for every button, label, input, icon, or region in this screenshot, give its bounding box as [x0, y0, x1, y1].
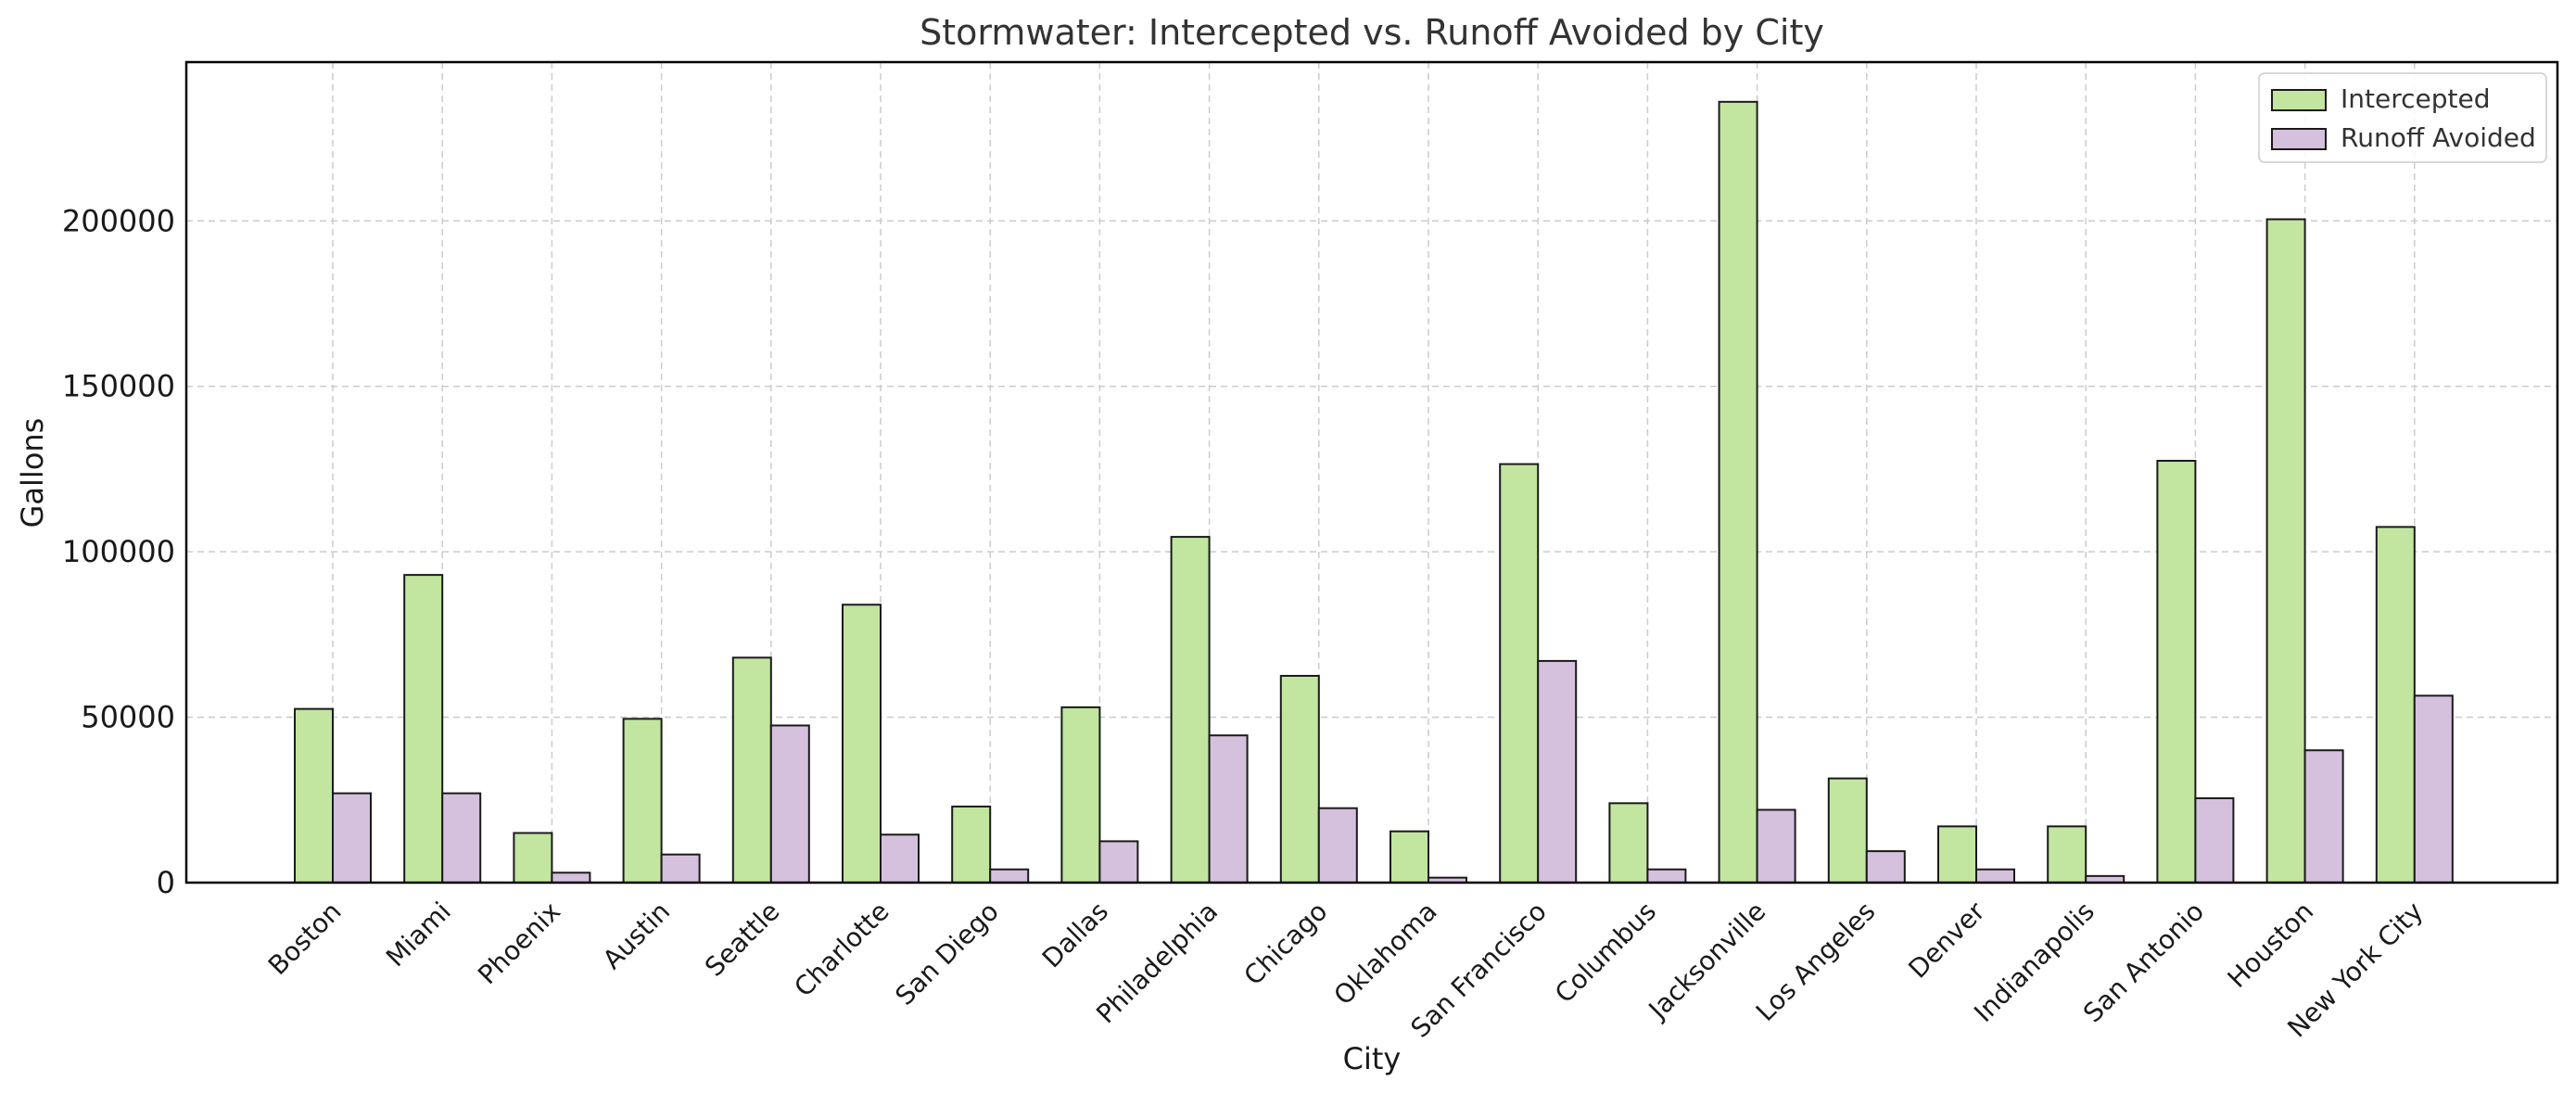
y-axis-label: Gallons: [15, 418, 50, 528]
y-tick-label: 150000: [62, 369, 175, 404]
legend-swatch: [2271, 128, 2327, 150]
bar-runoff-avoided: [1537, 659, 1578, 884]
bar-intercepted: [2156, 460, 2197, 884]
bar-intercepted: [1608, 802, 1649, 884]
bar-intercepted: [1937, 825, 1977, 884]
bar-intercepted: [622, 718, 663, 884]
y-tick-label: 100000: [62, 534, 175, 569]
bar-runoff-avoided: [2194, 797, 2235, 884]
bar-runoff-avoided: [551, 871, 591, 884]
x-axis-label: City: [1343, 1041, 1402, 1076]
plot-frame: [184, 60, 2559, 884]
bar-runoff-avoided: [1317, 807, 1358, 884]
bars: [294, 100, 2454, 884]
chart-title: Stormwater: Intercepted vs. Runoff Avoid…: [920, 12, 1824, 53]
bar-intercepted: [2375, 526, 2416, 884]
legend: Intercepted Runoff Avoided: [2258, 72, 2547, 163]
bar-intercepted: [1499, 463, 1540, 884]
bar-runoff-avoided: [2303, 749, 2344, 884]
y-tick-label: 0: [157, 865, 175, 900]
legend-label: Intercepted: [2341, 83, 2490, 114]
bar-runoff-avoided: [989, 868, 1030, 884]
bar-intercepted: [1718, 100, 1758, 884]
bar-intercepted: [951, 805, 992, 884]
legend-label: Runoff Avoided: [2341, 122, 2536, 153]
bar-runoff-avoided: [332, 792, 372, 884]
bar-intercepted: [842, 604, 882, 884]
bar-intercepted: [1827, 777, 1868, 884]
bar-intercepted: [1060, 706, 1101, 884]
bar-runoff-avoided: [441, 792, 482, 884]
bar-runoff-avoided: [660, 853, 701, 884]
bar-runoff-avoided: [769, 724, 810, 884]
bar-intercepted: [1390, 830, 1429, 884]
bar-intercepted: [731, 656, 772, 884]
bar-runoff-avoided: [1756, 808, 1796, 884]
y-tick-label: 50000: [81, 700, 175, 735]
bar-runoff-avoided: [880, 833, 920, 884]
bar-intercepted: [2047, 825, 2087, 884]
bar-intercepted: [403, 574, 444, 884]
bar-intercepted: [1279, 674, 1320, 884]
bar-intercepted: [294, 707, 334, 884]
y-tick-label: 200000: [62, 203, 175, 238]
bar-intercepted: [2265, 218, 2306, 884]
bar-runoff-avoided: [2413, 694, 2454, 884]
bar-runoff-avoided: [1975, 868, 2015, 884]
legend-box: [2258, 72, 2547, 163]
bar-runoff-avoided: [1865, 850, 1906, 884]
bar-runoff-avoided: [1646, 868, 1687, 884]
bar-intercepted: [1170, 536, 1211, 884]
bar-intercepted: [513, 832, 553, 884]
bar-runoff-avoided: [1208, 734, 1249, 884]
bar-runoff-avoided: [1098, 840, 1139, 884]
legend-swatch: [2271, 89, 2327, 111]
